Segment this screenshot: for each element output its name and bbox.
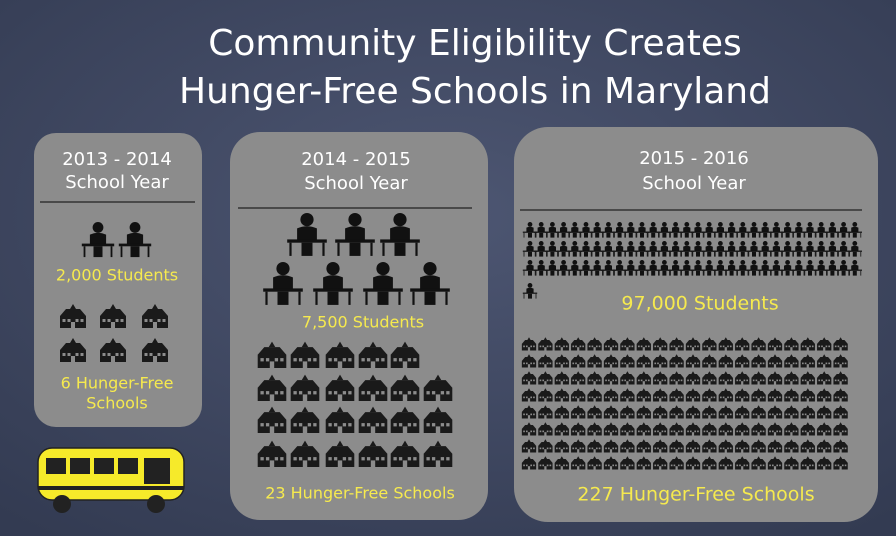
title-line: Hunger-Free Schools in Maryland bbox=[179, 71, 771, 112]
schools-text: 23 Hunger-Free Schools bbox=[265, 484, 455, 503]
panel-year: 2015 - 2016 bbox=[639, 148, 749, 169]
title-line: Community Eligibility Creates bbox=[208, 23, 742, 64]
infographic: Community Eligibility Creates Hunger-Fre… bbox=[0, 0, 896, 536]
panel-label: School Year bbox=[65, 172, 169, 193]
panel-label: School Year bbox=[642, 173, 746, 194]
schools-text: 227 Hunger-Free Schools bbox=[577, 484, 814, 506]
panel-label: School Year bbox=[304, 173, 408, 194]
students-text: 2,000 Students bbox=[56, 266, 178, 285]
schools-text: 6 Hunger-Free bbox=[61, 374, 174, 393]
students-text: 7,500 Students bbox=[302, 313, 424, 332]
page: {"title": {"line1": "Community Eligibili… bbox=[0, 0, 896, 536]
panel-year: 2014 - 2015 bbox=[301, 149, 411, 170]
students-text: 97,000 Students bbox=[621, 293, 778, 315]
panel-year: 2013 - 2014 bbox=[62, 149, 172, 170]
schools-text: Schools bbox=[86, 394, 147, 413]
